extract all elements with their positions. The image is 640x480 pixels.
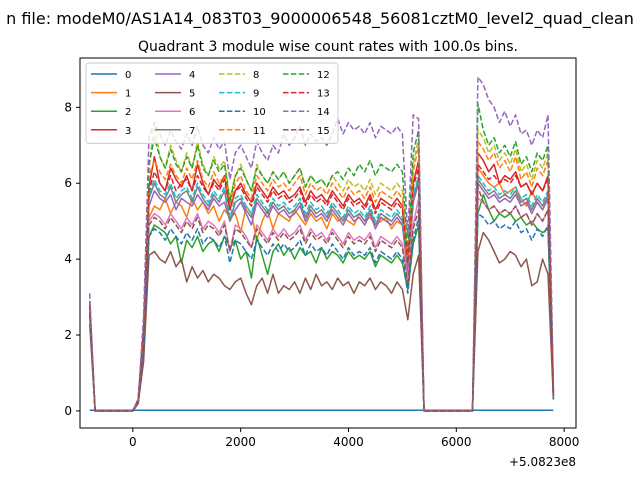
y-tick-label: 2 — [64, 328, 72, 342]
x-axis: 0 2000 4000 6000 8000 — [129, 428, 579, 449]
y-tick-label: 4 — [64, 252, 72, 266]
x-tick-label: 2000 — [225, 435, 256, 449]
legend-label-6: 6 — [189, 107, 195, 118]
y-tick-label: 8 — [64, 100, 72, 114]
legend-label-9: 9 — [253, 89, 259, 100]
series-line-15 — [88, 186, 555, 412]
legend-label-0: 0 — [125, 70, 131, 81]
legend-label-5: 5 — [189, 89, 195, 100]
legend-label-8: 8 — [253, 70, 259, 81]
legend-label-3: 3 — [125, 126, 131, 137]
x-tick-label: 0 — [129, 435, 137, 449]
legend-label-1: 1 — [125, 89, 131, 100]
suptitle: n file: modeM0/AS1A14_083T03_9000006548_… — [6, 9, 634, 29]
legend-label-11: 11 — [253, 126, 266, 137]
x-tick-label: 8000 — [549, 435, 580, 449]
y-tick-label: 6 — [64, 176, 72, 190]
legend-label-2: 2 — [125, 107, 131, 118]
series-layer — [88, 76, 555, 412]
x-tick-label: 4000 — [333, 435, 364, 449]
y-axis: 0 2 4 6 8 — [64, 100, 80, 418]
legend-label-15: 15 — [317, 126, 330, 137]
legend-label-4: 4 — [189, 70, 195, 81]
legend-label-13: 13 — [317, 89, 330, 100]
x-offset-label: +5.0823e8 — [509, 455, 576, 469]
x-tick-label: 6000 — [441, 435, 472, 449]
plot-frame — [79, 57, 577, 429]
y-tick-label: 0 — [64, 404, 72, 418]
legend-box — [85, 62, 339, 144]
legend-label-14: 14 — [317, 107, 330, 118]
chart-title: Quadrant 3 module wise count rates with … — [138, 39, 518, 55]
series-line-13 — [88, 163, 555, 412]
legend-label-12: 12 — [317, 70, 330, 81]
legend-label-10: 10 — [253, 107, 266, 118]
legend-label-7: 7 — [189, 126, 195, 137]
